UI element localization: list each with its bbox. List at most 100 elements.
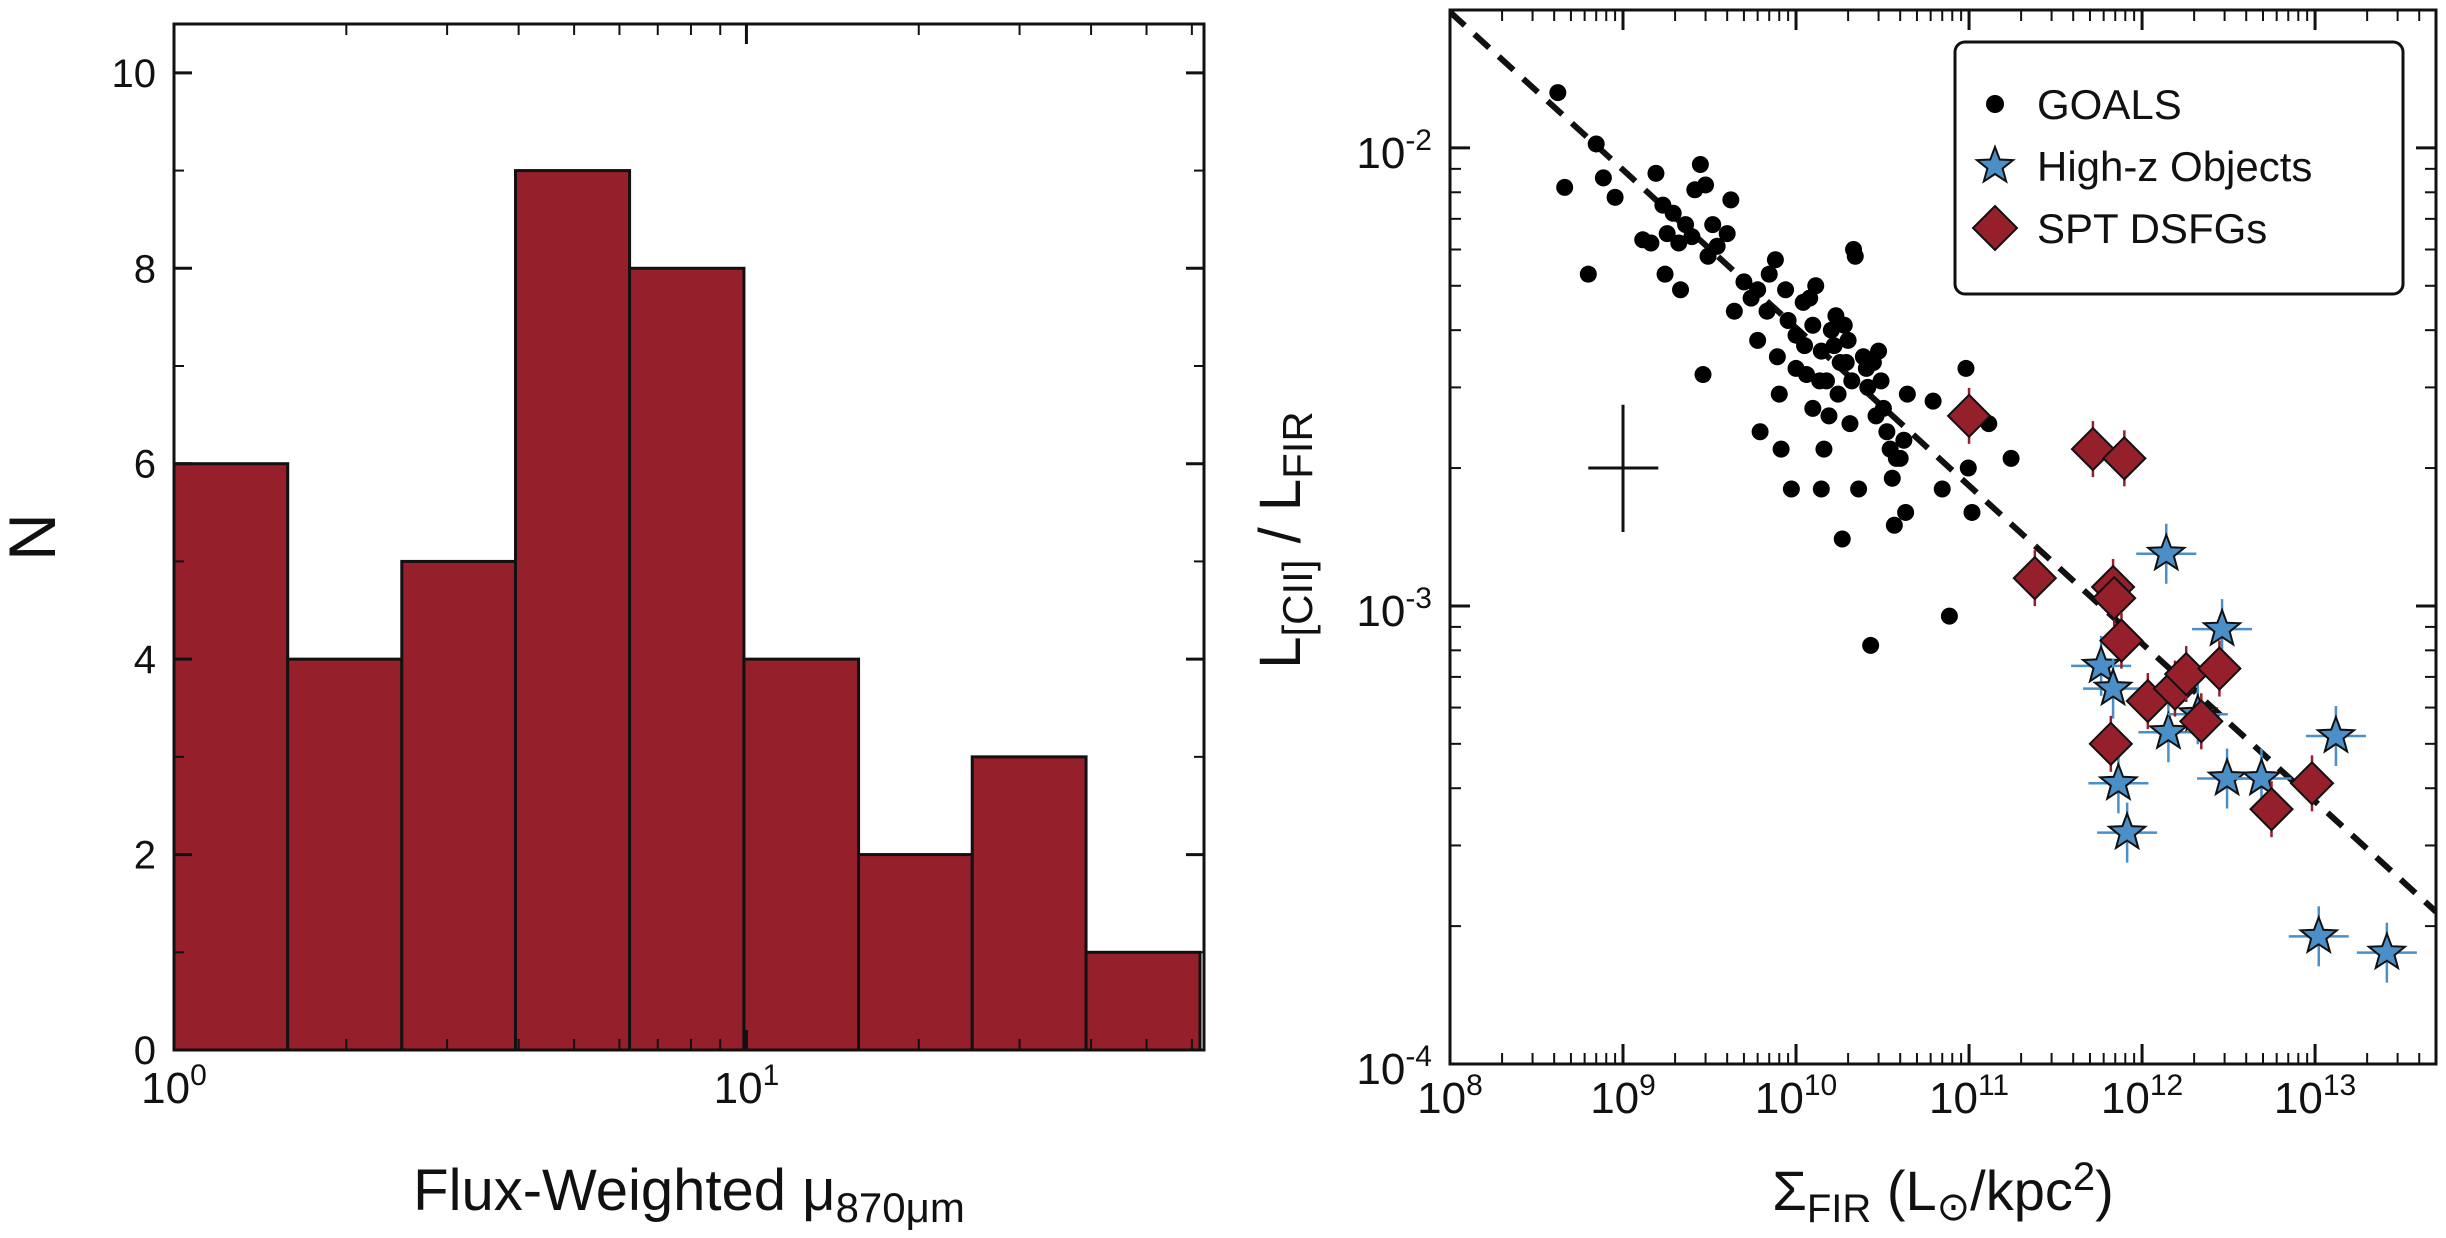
goals-point (1862, 636, 1880, 654)
legend-items: GOALS High-z Objects SPT DSFGs (1971, 81, 2312, 252)
spt-dsfg-point (2070, 426, 2116, 472)
goals-point (1694, 366, 1712, 384)
scatter-panel: 108 109 1010 1011 1012 1013 10-4 10-3 10-2 ΣFIR … (1248, 8, 2438, 1231)
histogram-y-tick-label: 8 (134, 247, 156, 291)
histogram-plot-frame (172, 22, 1206, 1052)
histogram-x-tick-label: 101 (714, 1059, 780, 1113)
goals-point (1822, 321, 1840, 339)
spt-dsfg-point (1946, 393, 1992, 439)
scatter-y-tick-label: 10-2 (1356, 124, 1432, 178)
scatter-y-tick-label: 10-3 (1356, 582, 1432, 636)
histogram-y-tick-label: 4 (134, 638, 156, 682)
histogram-bar (286, 657, 404, 1050)
high-z-object-point (2097, 761, 2140, 802)
goals-point (1891, 449, 1909, 467)
goals-point (1963, 503, 1981, 521)
goals-point (1670, 234, 1688, 252)
goals-point (1872, 372, 1890, 390)
goals-point (1672, 281, 1690, 299)
goals-point (1722, 191, 1740, 209)
goals-point (1933, 480, 1951, 498)
legend-marker-high-z (1974, 144, 2016, 184)
high-z-object-point (2298, 914, 2340, 955)
goals-point (1835, 316, 1853, 334)
goals-point (1718, 225, 1736, 243)
goals-point (1697, 176, 1715, 194)
goals-point (1812, 480, 1830, 498)
scatter-points (1549, 84, 2417, 983)
spt-dsfg-point (2101, 435, 2147, 481)
histogram-y-tick-label: 6 (134, 443, 156, 487)
goals-point (1556, 178, 1574, 196)
high-z-object-point (2366, 930, 2408, 971)
goals-point (1820, 407, 1838, 425)
goals-point (1817, 372, 1835, 390)
goals-point (1850, 480, 1868, 498)
legend-label: SPT DSFGs (2037, 205, 2267, 252)
spt-dsfg-point (2099, 618, 2144, 664)
high-z-object-point (2206, 756, 2248, 797)
goals-point (1874, 399, 1892, 417)
high-z-object-point (2315, 714, 2357, 754)
goals-point (1751, 423, 1769, 441)
goals-point (1658, 225, 1676, 243)
goals-point (1837, 353, 1855, 371)
goals-point (1885, 516, 1903, 534)
goals-point (1807, 277, 1825, 295)
histogram-bar (970, 755, 1088, 1050)
scatter-x-tick-label: 108 (1417, 1069, 1483, 1123)
goals-point (1841, 415, 1859, 433)
goals-point (1843, 372, 1861, 390)
high-z-object-point (2240, 756, 2283, 797)
goals-point (1772, 440, 1790, 458)
goals-point (1815, 440, 1833, 458)
goals-point (1664, 204, 1682, 222)
scatter-y-tick-label: 10-4 (1356, 1040, 1432, 1094)
scatter-x-tick-label: 109 (1590, 1069, 1656, 1123)
goals-point (1766, 251, 1784, 269)
histogram-bars (174, 169, 1202, 1050)
goals-point (1957, 359, 1975, 377)
histogram-bar (400, 559, 518, 1050)
goals-point (1683, 228, 1701, 246)
legend-box (1953, 40, 2405, 296)
goals-point (1804, 399, 1822, 417)
legend-marker-spt (1971, 204, 2019, 252)
goals-point (1825, 337, 1843, 355)
high-z-object-point (2201, 607, 2243, 647)
legend-label: GOALS (2037, 81, 2182, 128)
goals-point (1749, 331, 1767, 349)
goals-point (1760, 265, 1778, 283)
spt-dsfg-point (2249, 786, 2294, 832)
legend: GOALS High-z Objects SPT DSFGs (1953, 40, 2405, 296)
goals-point (1812, 342, 1830, 360)
goals-point (1549, 84, 1567, 102)
goals-point (1878, 423, 1896, 441)
histogram-bar (857, 853, 974, 1050)
histogram-y-tick-label: 10 (112, 52, 157, 96)
goals-point (1898, 385, 1916, 403)
goals-point (1959, 459, 1977, 477)
histogram-y-tick-label: 2 (134, 834, 156, 878)
high-z-object-point (2106, 810, 2148, 851)
goals-point (1758, 302, 1776, 320)
scatter-x-tick-label: 1010 (1755, 1069, 1837, 1123)
goals-point (1691, 155, 1709, 173)
typical-error-bar (1588, 404, 1659, 533)
goals-point (1656, 265, 1674, 283)
goals-point (1940, 607, 1958, 625)
goals-point (1770, 385, 1788, 403)
goals-point (1704, 216, 1722, 234)
goals-point (1796, 337, 1814, 355)
spt-dsfg-point (2197, 646, 2242, 691)
goals-point (1749, 281, 1767, 299)
goals-point (1859, 378, 1877, 396)
goals-point (1924, 392, 1942, 410)
spt-dsfg-point (2091, 575, 2137, 621)
goals-point (1782, 480, 1800, 498)
scatter-x-tick-label: 1013 (2274, 1069, 2356, 1123)
spt-dsfg-point (2088, 721, 2134, 767)
fit-line (1450, 10, 2436, 914)
histogram-y-tick-label: 0 (134, 1029, 156, 1073)
histogram-bar (628, 266, 746, 1050)
